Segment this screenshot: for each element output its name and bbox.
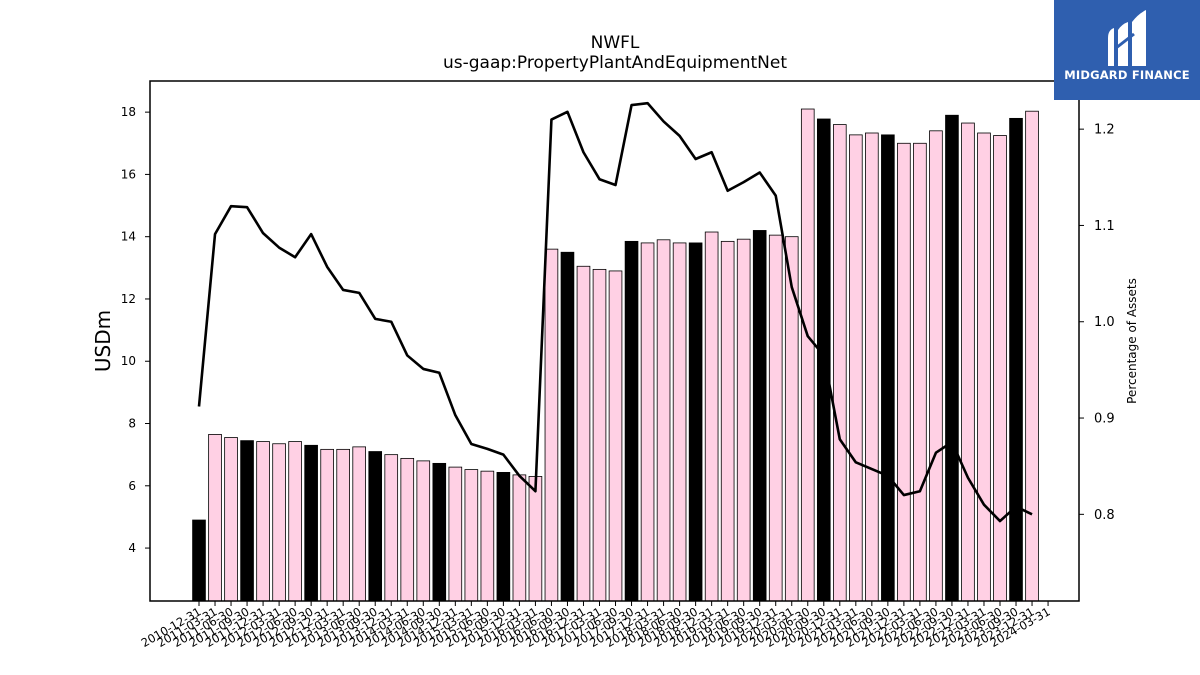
y-axis-label: USDm — [91, 310, 115, 372]
chart-subtitle: us-gaap:PropertyPlantAndEquipmentNet — [443, 53, 787, 73]
bar-2015-09-30 — [496, 471, 511, 602]
chart-title: NWFL — [591, 33, 640, 53]
bar-2022-03-31 — [913, 142, 927, 602]
y2-tick-label: 1.1 — [1094, 219, 1115, 234]
bar-2012-09-30 — [304, 444, 318, 602]
percentage-of-assets-line — [197, 101, 1033, 523]
bar-2022-06-30 — [929, 130, 943, 602]
bar-2021-12-31 — [897, 142, 911, 602]
bar-2020-03-31 — [784, 236, 799, 602]
plot-frame — [149, 80, 1080, 602]
bar-2011-12-31 — [256, 441, 270, 602]
bar-2013-03-31 — [336, 448, 350, 602]
bar-2021-03-31 — [849, 134, 863, 602]
y2-tick-label: 0.8 — [1094, 508, 1115, 523]
bar-2023-06-30 — [993, 135, 1007, 602]
bar-2018-06-30 — [672, 242, 687, 602]
bar-2016-09-30 — [560, 251, 575, 602]
bar-2013-12-31 — [384, 454, 399, 602]
bar-2017-06-30 — [608, 270, 623, 602]
bar-2023-03-31 — [977, 132, 991, 602]
bar-2018-12-31 — [704, 231, 719, 602]
y-tick-label: 18 — [121, 105, 136, 119]
y-axis-ticks: 4 6 8 10 12 14 16 18 — [121, 105, 150, 555]
y-tick-label: 4 — [128, 541, 136, 555]
bar-2021-09-30 — [881, 134, 895, 602]
bar-2017-09-30 — [624, 240, 639, 602]
y2-tick-label: 0.9 — [1094, 412, 1115, 427]
bar-2012-06-30 — [288, 441, 302, 602]
bar-2011-06-30 — [224, 437, 238, 602]
bar-2014-06-30 — [416, 460, 431, 602]
y2-axis-label: Percentage of Assets — [1125, 278, 1139, 404]
y2-axis-ticks: 0.8 0.9 1.0 1.1 1.2 — [1079, 123, 1115, 523]
bar-2014-12-31 — [448, 466, 463, 602]
midgard-logo-mark-icon — [1108, 10, 1146, 66]
y-tick-label: 12 — [121, 292, 136, 306]
bar-2015-03-31 — [464, 469, 479, 602]
bar-2023-12-31 — [1025, 110, 1039, 602]
bar-2019-09-30 — [752, 230, 767, 602]
bar-2022-09-30 — [945, 114, 959, 602]
y-tick-label: 10 — [121, 354, 136, 368]
bar-2010-12-31 — [192, 519, 206, 602]
bar-2023-09-30 — [1009, 117, 1023, 602]
bar-2019-12-31 — [768, 234, 783, 602]
bar-2020-06-30 — [800, 108, 815, 602]
y-tick-label: 8 — [128, 417, 136, 431]
bar-2015-06-30 — [480, 470, 495, 602]
bar-2011-09-30 — [240, 440, 254, 602]
bar-2018-03-31 — [656, 239, 671, 602]
y-tick-label: 14 — [121, 230, 136, 244]
y-tick-label: 16 — [121, 167, 136, 181]
bar-2012-03-31 — [272, 443, 286, 602]
bar-2018-09-30 — [688, 242, 703, 602]
line-series — [197, 101, 1033, 523]
bar-2021-06-30 — [865, 132, 879, 602]
bar-2012-12-31 — [320, 448, 334, 602]
bar-2016-12-31 — [576, 265, 591, 602]
midgard-finance-logo: MIDGARD FINANCE — [1054, 0, 1200, 100]
y-tick-label: 6 — [128, 479, 136, 493]
bar-2016-03-31 — [528, 476, 543, 602]
bar-2016-06-30 — [544, 248, 559, 602]
y2-tick-label: 1.2 — [1094, 123, 1115, 138]
logo-text: MIDGARD FINANCE — [1064, 68, 1190, 82]
bar-2013-06-30 — [352, 446, 366, 602]
bar-2017-12-31 — [640, 242, 655, 602]
bar-2011-03-31 — [208, 434, 222, 602]
bar-2013-09-30 — [368, 451, 383, 602]
bar-2015-12-31 — [512, 474, 527, 602]
bar-2017-03-31 — [592, 268, 607, 602]
bar-2019-06-30 — [736, 238, 751, 602]
bar-2022-12-31 — [961, 122, 975, 602]
y2-tick-label: 1.0 — [1094, 315, 1115, 330]
bar-2020-12-31 — [833, 124, 847, 602]
bar-2014-09-30 — [432, 462, 447, 602]
x-axis-ticks: 2010-12-312011-03-312011-06-302011-09-30… — [139, 601, 1053, 650]
bar-2014-03-31 — [400, 457, 415, 602]
bar-2019-03-31 — [720, 240, 735, 602]
